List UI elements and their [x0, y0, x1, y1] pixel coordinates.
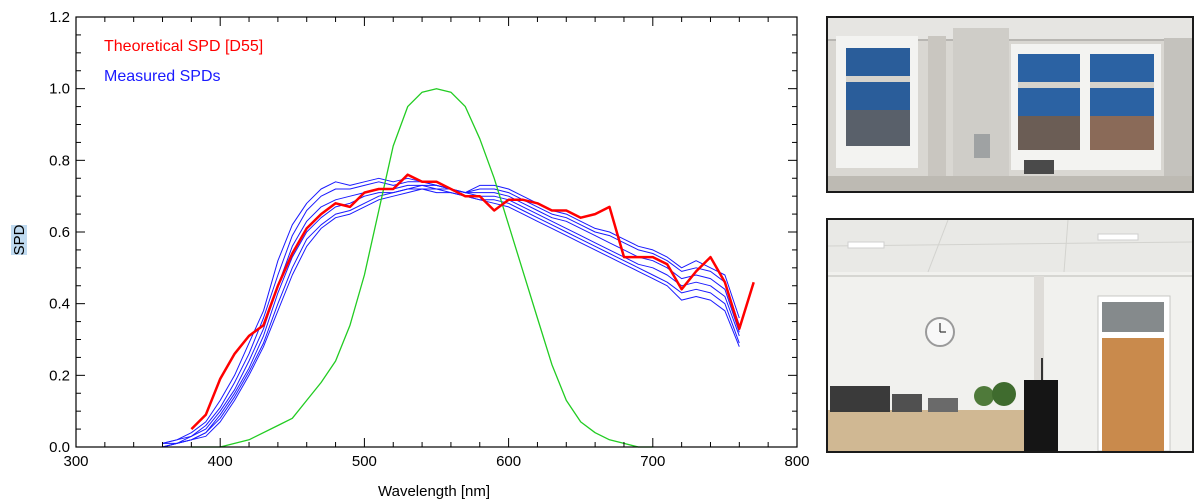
series-line-5	[162, 184, 740, 448]
y-tick-label: 0.6	[49, 224, 70, 241]
series-line-2	[162, 177, 740, 444]
series-line-1	[190, 173, 755, 430]
y-tick-label: 1.2	[49, 9, 70, 26]
x-axis-label: Wavelength [nm]	[378, 483, 490, 500]
office-photo-windows	[826, 16, 1194, 193]
legend-entry: Measured SPDs	[104, 68, 221, 85]
y-axis-label-highlight	[11, 225, 27, 255]
y-axis-label: SPD	[11, 224, 28, 255]
x-tick-label: 800	[784, 453, 809, 470]
axes: 300 400 500 600 700 800 0.0 0.2 0.4 0.6 0.8 1.0 1.2	[49, 9, 809, 470]
y-tick-label: 0.0	[49, 439, 70, 456]
series-line-7	[162, 188, 740, 448]
legend-entry: Theoretical SPD [D55]	[104, 38, 263, 55]
y-tick-label: 0.4	[49, 296, 70, 313]
series-line-3	[162, 181, 740, 444]
spd-chart: 300 400 500 600 700 8000.00.20.40.60.81.01.2 …	[11, 9, 810, 500]
x-tick-label: 400	[208, 453, 233, 470]
legend: Theoretical SPD [D55] Measured SPDs	[104, 38, 263, 85]
x-tick-label: 500	[352, 453, 377, 470]
y-axis-label-group: SPD	[11, 224, 28, 255]
x-tick-label: 300	[63, 453, 88, 470]
series-line-8	[191, 88, 653, 448]
y-tick-label: 1.0	[49, 81, 70, 98]
y-tick-label: 0.2	[49, 367, 70, 384]
series-line-4	[162, 184, 740, 444]
x-tick-label: 600	[496, 453, 521, 470]
x-tick-label: 700	[640, 453, 665, 470]
office-photo-interior	[826, 218, 1194, 453]
y-tick-label: 0.8	[49, 152, 70, 169]
plot-lines	[162, 88, 755, 448]
series-line-6	[162, 188, 740, 448]
